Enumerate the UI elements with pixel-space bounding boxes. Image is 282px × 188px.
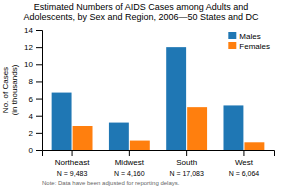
- tick-mark: [129, 150, 130, 156]
- tick-label: West: [235, 158, 254, 167]
- plot: 0 2 4 6 8 10 12 14 Northeast Midwest South West Male…: [24, 26, 274, 167]
- legend-label: Males: [239, 32, 260, 41]
- bar: [52, 93, 72, 150]
- y-tick: 6: [29, 95, 42, 104]
- tick-label: 12: [24, 43, 33, 52]
- tick-mark: [72, 150, 73, 156]
- tick-label: South: [176, 158, 197, 167]
- x-tick: South: [176, 150, 197, 167]
- x-tick: Northeast: [55, 150, 90, 167]
- y-axis-label-line: No. of Cases: [1, 67, 10, 113]
- legend: MalesFemales: [228, 32, 270, 51]
- bar: [244, 142, 264, 150]
- tick-mark: [186, 150, 187, 156]
- tick-mark: [36, 99, 42, 100]
- tick-mark: [36, 81, 42, 82]
- bar: [130, 141, 150, 150]
- legend-swatch: [228, 42, 236, 49]
- bar: [187, 107, 207, 150]
- category-annotation: N = 9,483: [57, 170, 88, 177]
- legend-item: Males: [228, 32, 260, 41]
- tick-label: 0: [29, 146, 34, 155]
- tick-mark: [36, 47, 42, 48]
- y-tick: 14: [24, 26, 42, 35]
- title: Estimated Numbers of AIDS Cases among Ad…: [23, 2, 259, 22]
- axis-line: [36, 31, 43, 151]
- tick-mark: [36, 30, 42, 31]
- category-annotation: N = 6,064: [229, 170, 260, 177]
- category-annotation: N = 4,160: [114, 170, 145, 177]
- y-axis-label-line: (in thousands): [10, 64, 19, 115]
- legend-item: Females: [228, 42, 270, 51]
- tick-label: 4: [29, 112, 34, 121]
- tick-mark: [36, 64, 42, 65]
- tick-label: 2: [29, 129, 34, 138]
- title-line: Estimated Numbers of AIDS Cases among Ad…: [34, 2, 249, 12]
- tick-label: 10: [24, 60, 33, 69]
- y-tick: 10: [24, 60, 42, 69]
- y-tick: 8: [29, 77, 42, 86]
- tick-mark: [36, 150, 42, 151]
- y-tick: 2: [29, 129, 42, 138]
- bars: [52, 47, 265, 150]
- bar: [73, 126, 93, 150]
- legend-swatch: [228, 32, 236, 39]
- tick-mark: [36, 133, 42, 134]
- y-tick: 4: [29, 112, 42, 121]
- title-line: Adolescents, by Sex and Region, 2006—50 …: [23, 12, 259, 22]
- axis-line: [43, 151, 275, 157]
- tick-label: 8: [29, 77, 34, 86]
- bar: [223, 105, 243, 150]
- tick-label: 14: [24, 26, 33, 35]
- tick-label: Northeast: [55, 158, 90, 167]
- y-axis: 0 2 4 6 8 10 12 14: [24, 26, 42, 155]
- x-axis: Northeast Midwest South West: [43, 150, 275, 167]
- tick-label: 6: [29, 95, 34, 104]
- tick-label: Midwest: [115, 158, 145, 167]
- y-axis-label: No. of Cases(in thousands): [1, 64, 19, 115]
- y-tick: 12: [24, 43, 42, 52]
- category-annotation: N = 17,083: [169, 170, 204, 177]
- y-tick: 0: [29, 146, 42, 155]
- tick-mark: [243, 150, 244, 156]
- bar: [166, 47, 186, 150]
- note: Note: Data have been adjusted for report…: [42, 180, 180, 186]
- x-tick: West: [235, 150, 254, 167]
- x-tick: Midwest: [115, 150, 145, 167]
- chart: Estimated Numbers of AIDS Cases among Ad…: [0, 0, 282, 188]
- legend-label: Females: [239, 42, 270, 51]
- tick-mark: [36, 116, 42, 117]
- bar: [109, 123, 129, 150]
